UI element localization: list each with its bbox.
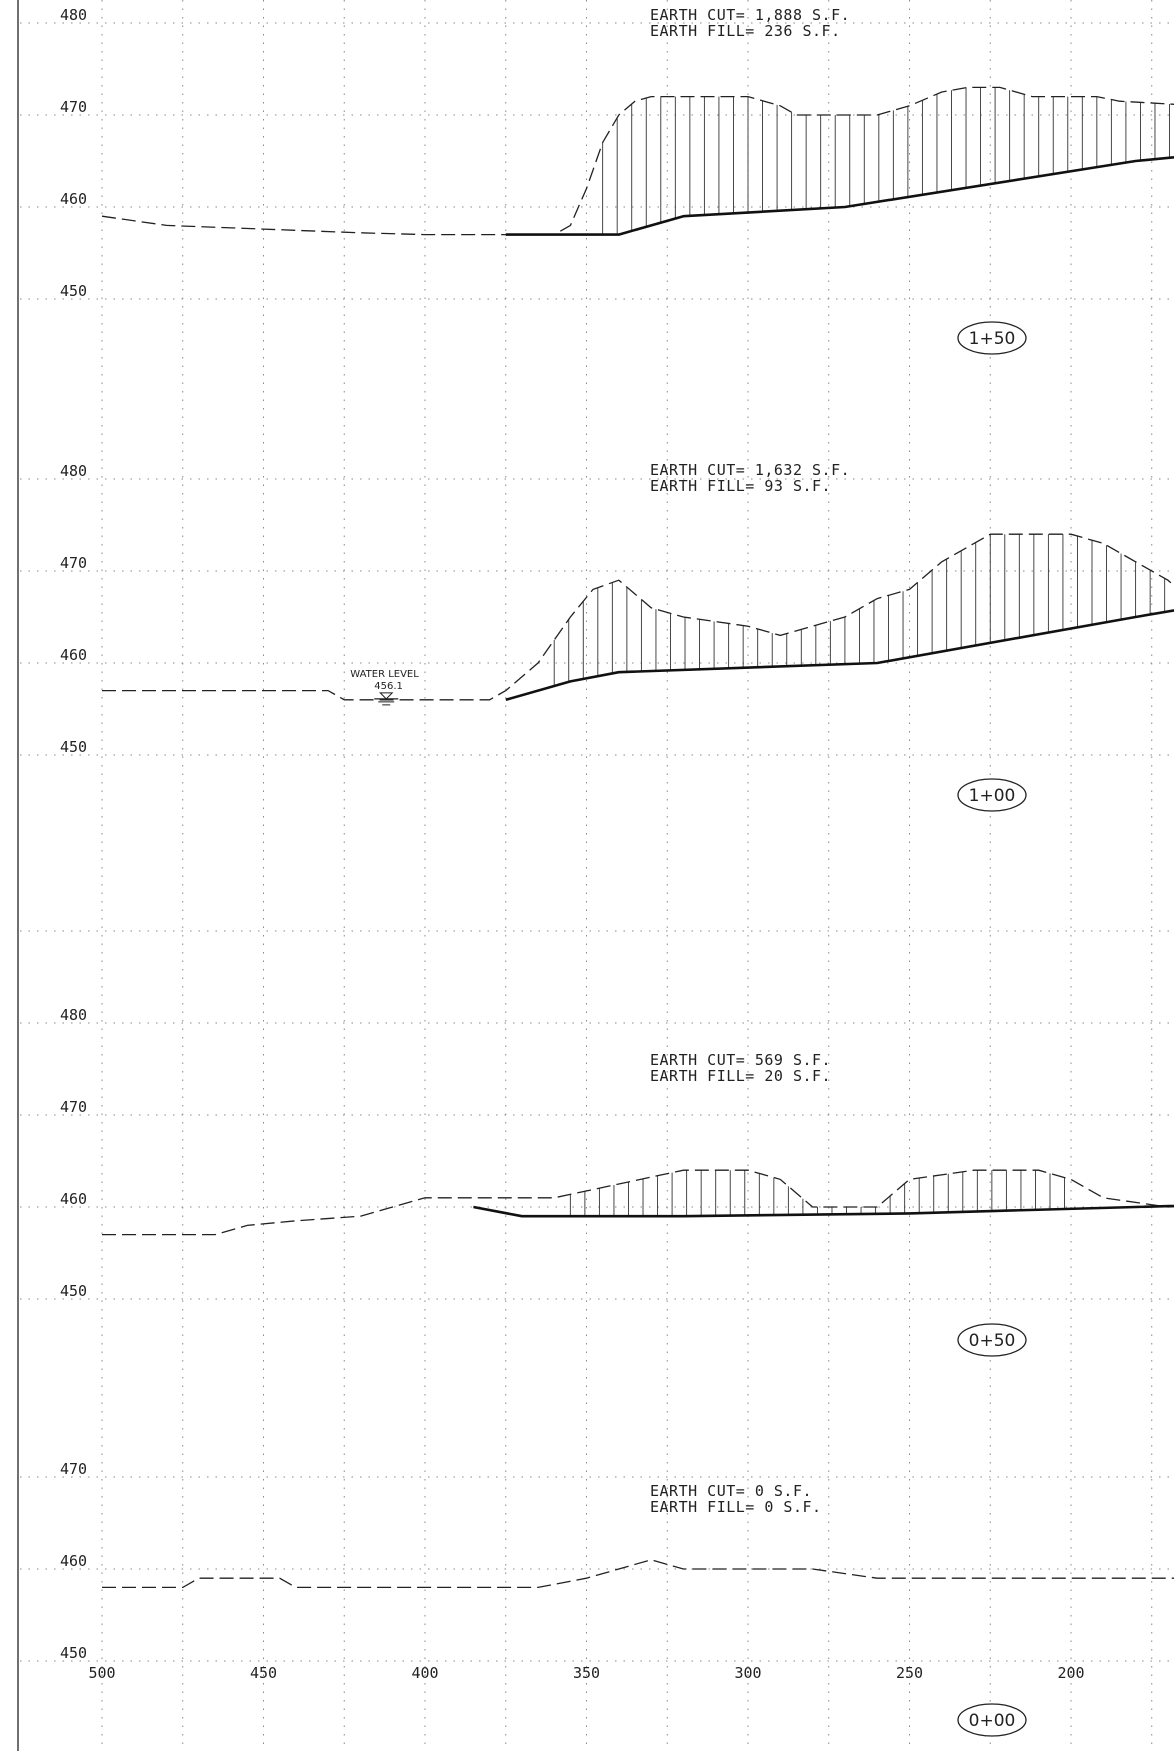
- existing-ground-line: [102, 83, 1174, 235]
- x-tick-label: 450: [250, 1664, 277, 1682]
- x-tick-label: 400: [411, 1664, 438, 1682]
- earth-fill-note: EARTH FILL= 20 S.F.: [650, 1067, 831, 1085]
- station-label: 1+50: [969, 329, 1016, 349]
- elevation-label: 480: [60, 1006, 87, 1024]
- elevation-label: 450: [60, 738, 87, 756]
- station-label: 1+00: [969, 786, 1016, 806]
- earth-fill-note: EARTH FILL= 93 S.F.: [650, 477, 831, 495]
- elevation-label: 460: [60, 190, 87, 208]
- water-level-label: WATER LEVEL: [350, 669, 419, 680]
- elevation-label: 460: [60, 1552, 87, 1570]
- proposed-grade-line: [506, 78, 1174, 234]
- elevation-label: 450: [60, 1644, 87, 1662]
- proposed-grade-line: [506, 553, 1174, 700]
- elevation-label: 470: [60, 1460, 87, 1478]
- earth-fill-note: EARTH FILL= 0 S.F.: [650, 1498, 822, 1516]
- water-level-symbol: [380, 693, 392, 699]
- elevation-label: 460: [60, 1190, 87, 1208]
- elevation-label: 460: [60, 646, 87, 664]
- x-tick-label: 300: [734, 1664, 761, 1682]
- x-tick-label: 250: [896, 1664, 923, 1682]
- existing-ground-line: [102, 1032, 1174, 1234]
- x-tick-label: 500: [88, 1664, 115, 1682]
- elevation-label: 480: [60, 462, 87, 480]
- elevation-label: 480: [60, 6, 87, 24]
- earth-fill-note: EARTH FILL= 236 S.F.: [650, 22, 841, 40]
- station-offset-axis: 50045040035030025020015010050050: [88, 1664, 1174, 1682]
- elevation-label: 470: [60, 1098, 87, 1116]
- water-level-value: 456.1: [374, 681, 403, 692]
- elevation-label: 450: [60, 282, 87, 300]
- station-label: 0+00: [969, 1711, 1016, 1731]
- elevation-label: 450: [60, 1282, 87, 1300]
- elevation-label: 470: [60, 554, 87, 572]
- x-tick-label: 200: [1057, 1664, 1084, 1682]
- station-label: 0+50: [969, 1331, 1016, 1351]
- existing-ground-line: [102, 1523, 1174, 1587]
- elevation-label: 470: [60, 98, 87, 116]
- grid-layer: [18, 0, 1174, 1751]
- x-tick-label: 350: [573, 1664, 600, 1682]
